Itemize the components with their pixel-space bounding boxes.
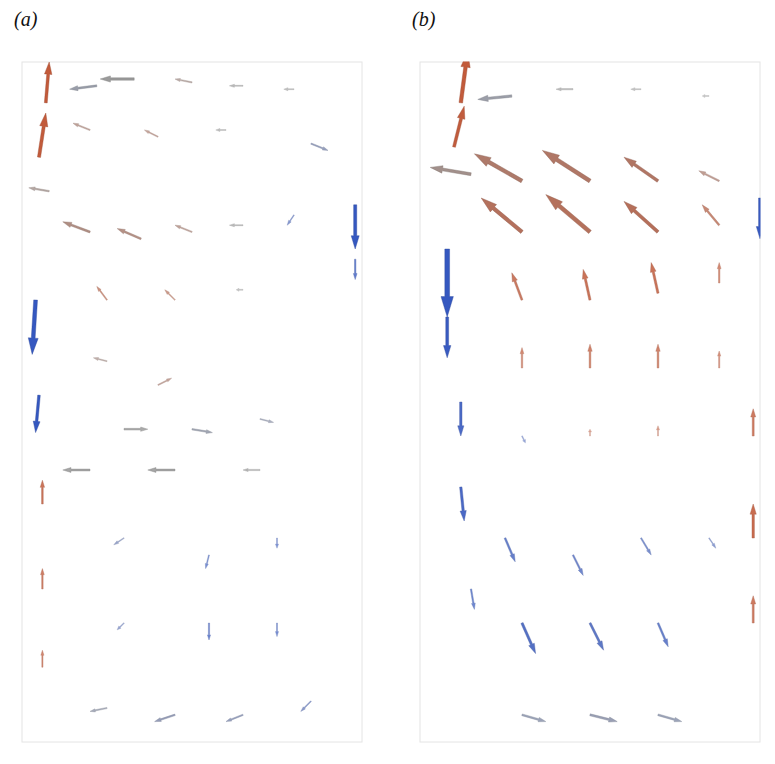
arrow [29, 187, 50, 192]
arrow [750, 504, 756, 538]
arrow [175, 225, 192, 232]
arrow [657, 426, 660, 436]
arrow [40, 480, 44, 504]
arrow [63, 222, 91, 233]
arrow [702, 95, 709, 98]
arrow [41, 569, 45, 589]
arrow [460, 487, 467, 521]
arrow [658, 714, 682, 722]
arrow [165, 290, 176, 301]
arrow [207, 623, 210, 640]
arrow [459, 62, 470, 104]
arrow [276, 538, 279, 548]
arrow [631, 88, 641, 91]
arrow [546, 195, 592, 234]
arrow [44, 62, 52, 103]
arrow [441, 249, 453, 317]
arrow [100, 76, 134, 82]
arrow [522, 714, 546, 722]
arrow [572, 555, 583, 576]
figure: (a) (b) [0, 0, 775, 764]
arrow [430, 166, 471, 176]
arrow [478, 95, 512, 102]
arrow [512, 273, 523, 301]
arrows [28, 62, 359, 722]
arrow [90, 707, 107, 712]
arrow [158, 378, 172, 385]
arrow [556, 88, 573, 91]
arrow [624, 157, 659, 182]
arrow [144, 130, 158, 137]
arrow [699, 171, 720, 182]
arrow [702, 205, 720, 226]
arrow [542, 150, 591, 182]
arrow [114, 538, 124, 545]
arrow [470, 589, 475, 610]
arrow [657, 623, 668, 647]
arrow [124, 427, 148, 431]
arrow [650, 263, 659, 294]
arrow [117, 623, 124, 630]
panel-title: (b) [412, 8, 436, 31]
arrow [582, 269, 591, 300]
arrow [443, 317, 450, 358]
arrow [520, 348, 524, 368]
plot-frame [22, 62, 362, 742]
arrow [589, 623, 604, 651]
arrow [41, 650, 44, 667]
arrow [481, 198, 523, 233]
arrow [70, 85, 97, 91]
arrow [287, 215, 294, 225]
arrow [474, 154, 523, 183]
arrow [229, 224, 243, 227]
arrow [117, 229, 141, 240]
arrow [751, 596, 756, 623]
arrow [243, 468, 260, 471]
arrow [155, 714, 176, 722]
arrow [216, 129, 226, 132]
arrow [205, 555, 209, 569]
arrow [148, 468, 175, 473]
arrow [504, 538, 515, 562]
panel-title: (a) [14, 8, 38, 31]
arrow [756, 198, 760, 239]
arrow [93, 358, 107, 362]
arrow [229, 84, 243, 87]
arrow [453, 106, 465, 147]
arrows [430, 62, 760, 723]
arrow [351, 205, 359, 249]
arrow [588, 344, 592, 368]
arrow [37, 113, 47, 157]
arrow [192, 428, 213, 433]
arrow [63, 468, 90, 473]
arrow [175, 78, 192, 83]
plot-frame [420, 62, 760, 742]
panel [420, 52, 764, 742]
arrow [260, 419, 274, 423]
arrow [301, 701, 312, 712]
arrow [718, 351, 721, 368]
arrow [73, 123, 90, 130]
panel [22, 62, 362, 742]
arrow [709, 538, 716, 548]
arrow [522, 436, 526, 443]
arrow [33, 395, 40, 433]
arrow [353, 259, 357, 279]
arrow [284, 88, 294, 91]
arrow [311, 143, 328, 150]
arrow [276, 623, 279, 637]
arrow [226, 714, 243, 721]
arrow [458, 402, 464, 436]
arrow [28, 300, 38, 355]
arrow [521, 623, 536, 654]
arrow [97, 286, 108, 300]
arrow [590, 714, 617, 722]
arrow [236, 288, 243, 291]
arrow [751, 409, 756, 436]
arrow [640, 538, 651, 555]
arrow [717, 263, 721, 283]
arrow [656, 344, 660, 368]
arrow [624, 201, 659, 233]
arrow [589, 429, 592, 436]
